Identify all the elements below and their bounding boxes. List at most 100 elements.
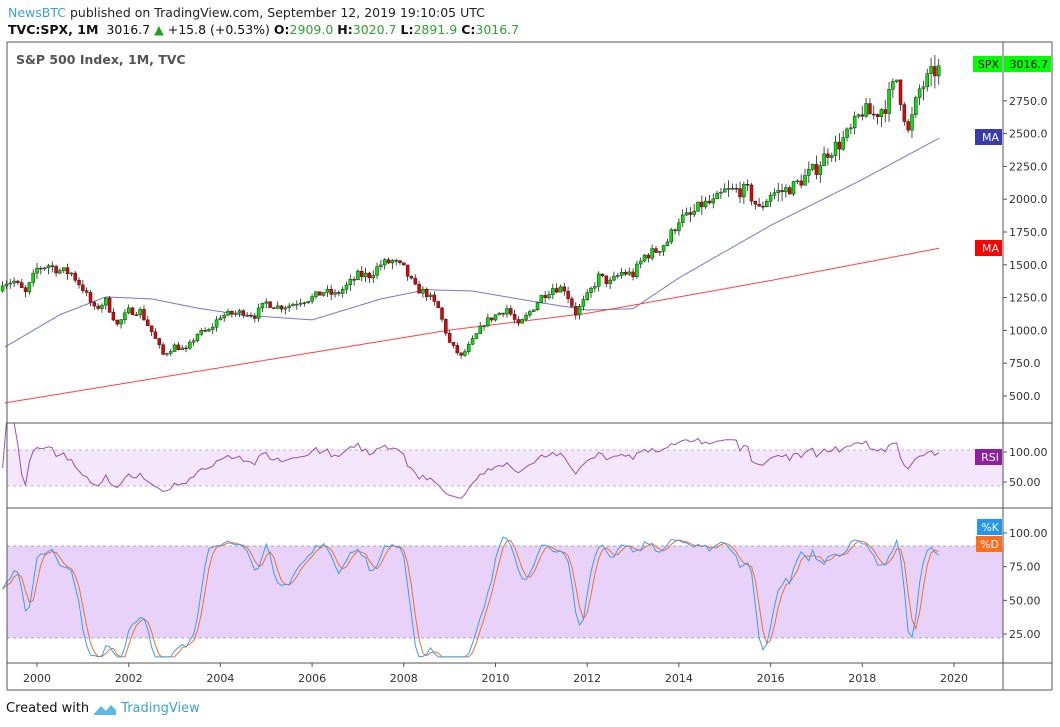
candle: [596, 273, 601, 287]
candle: [925, 73, 930, 88]
candle: [203, 330, 207, 332]
candle: [898, 79, 903, 105]
rsi-label-bg: [975, 449, 1002, 465]
time-tick-label: 2012: [573, 672, 601, 685]
candle: [340, 288, 345, 294]
candle: [929, 66, 933, 74]
candle: [444, 319, 448, 334]
chart[interactable]: 500.0 750.0 1000.0 1250.0 1500.0 1750.0 2000.0…: [0, 0, 1060, 700]
candle: [260, 303, 265, 309]
candle: [126, 307, 131, 314]
candle: [165, 353, 169, 355]
candle: [616, 275, 620, 277]
candle: [119, 319, 123, 325]
candle: [104, 297, 108, 306]
candle: [214, 319, 219, 328]
candle: [642, 254, 647, 262]
candle: [61, 267, 66, 271]
candle: [677, 222, 681, 232]
candle: [184, 347, 188, 350]
candle: [665, 241, 670, 246]
candle: [814, 164, 819, 175]
time-tick-label: 2006: [298, 672, 326, 685]
candle: [833, 141, 838, 156]
ma-slow-label-bg: [975, 240, 1002, 256]
low-label: L:: [400, 22, 414, 37]
tradingview-link[interactable]: TradingView: [121, 701, 200, 716]
candle: [23, 287, 28, 293]
candle: [787, 187, 792, 195]
candle: [894, 79, 899, 82]
time-tick-label: 2004: [206, 672, 234, 685]
candle: [879, 109, 884, 118]
candle: [211, 326, 215, 330]
candle: [914, 97, 918, 115]
candle: [54, 266, 58, 274]
candle: [887, 89, 891, 114]
candle: [673, 229, 677, 232]
candle: [807, 169, 811, 176]
close-value: 3016.7: [475, 22, 520, 37]
candle: [803, 175, 807, 186]
candle: [753, 200, 758, 205]
candle: [35, 267, 39, 274]
candle: [818, 165, 823, 175]
candle: [100, 304, 104, 309]
candle: [558, 286, 563, 293]
candle: [88, 292, 93, 303]
open-value: 2909.0: [289, 22, 334, 37]
candle: [459, 352, 463, 356]
candle: [409, 276, 414, 279]
time-tick-label: 2014: [665, 672, 693, 685]
candle: [795, 180, 800, 183]
close-label: C:: [461, 22, 476, 37]
candle: [352, 279, 356, 281]
rsi-tick-label: 100.00: [1009, 446, 1048, 459]
price-tick-label: 750.0: [1009, 357, 1041, 370]
candle: [329, 288, 333, 295]
candle: [12, 280, 16, 284]
candle: [344, 284, 349, 290]
candle: [658, 251, 662, 253]
candle: [585, 292, 589, 300]
time-tick-label: 2002: [115, 672, 143, 685]
candle: [382, 259, 387, 266]
stoch-d-label-bg: [976, 536, 1002, 552]
candle: [612, 275, 616, 281]
candle: [573, 306, 578, 316]
candle: [715, 192, 719, 200]
candle: [8, 282, 13, 285]
publisher-link[interactable]: NewsBTC: [8, 5, 66, 20]
candle: [841, 137, 845, 150]
candle: [161, 344, 165, 355]
candle: [367, 272, 372, 279]
candle: [765, 200, 769, 208]
candle: [421, 288, 425, 294]
candle: [157, 338, 162, 345]
candle: [661, 245, 666, 252]
price-tick-label: 2500.0: [1009, 128, 1048, 141]
candle: [772, 192, 777, 196]
candle: [730, 187, 735, 190]
candle: [723, 188, 727, 193]
candle: [379, 264, 383, 267]
candle: [298, 302, 303, 305]
time-tick-label: 2018: [848, 672, 876, 685]
ma-slow-label: MA: [982, 242, 999, 255]
candle: [478, 325, 482, 334]
candle: [742, 184, 746, 198]
candle: [593, 286, 597, 289]
candle: [619, 271, 624, 276]
candle: [497, 312, 502, 316]
candle: [111, 311, 116, 321]
change: +15.8 (+0.53%): [167, 22, 270, 37]
candle: [635, 263, 639, 278]
candle: [84, 290, 89, 293]
candle: [627, 271, 631, 275]
candle: [707, 200, 712, 204]
candle: [810, 164, 815, 170]
candle: [249, 314, 253, 317]
candle: [692, 210, 696, 215]
candle: [860, 114, 865, 117]
candle: [417, 283, 421, 294]
